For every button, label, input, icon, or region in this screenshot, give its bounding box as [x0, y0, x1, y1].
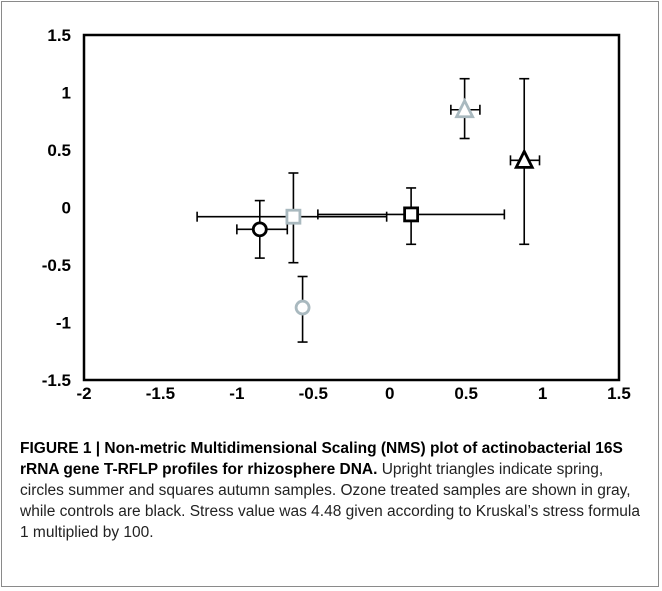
- x-tick-label: 0: [385, 384, 394, 403]
- x-tick-label: -1.5: [146, 384, 175, 403]
- y-tick-label: -1.5: [42, 371, 71, 390]
- triangle-marker-spring-control: [513, 148, 535, 169]
- y-tick-label: -0.5: [42, 256, 71, 275]
- plot-area-frame: [82, 33, 621, 382]
- square-marker-autumn-control: [403, 206, 420, 223]
- figure-caption: FIGURE 1 | Non-metric Multidimensional S…: [20, 438, 640, 543]
- x-tick-label: 1: [538, 384, 547, 403]
- y-tick-label: 1: [62, 84, 71, 103]
- data-markers: [251, 97, 535, 316]
- caption-title: FIGURE 1 | Non-metric Multidimensional S…: [20, 440, 623, 478]
- square-marker-autumn-ozone: [285, 208, 302, 225]
- y-tick-label: -1: [56, 314, 71, 333]
- x-tick-label: -0.5: [299, 384, 328, 403]
- x-tick-label: 1.5: [607, 384, 631, 403]
- y-tick-label: 1.5: [47, 26, 71, 45]
- y-tick-label: 0: [62, 199, 71, 218]
- caption-body: Upright triangles indicate spring, circl…: [20, 461, 640, 541]
- triangle-marker-spring-ozone: [454, 97, 475, 119]
- x-tick-label: -1: [229, 384, 244, 403]
- circle-marker-summer-ozone: [294, 299, 311, 316]
- x-tick-label: 0.5: [454, 384, 478, 403]
- nms-scatter-chart: -2 -1.5 -1 -0.5 0 0.5 1 1.5 1.5 1 0.5 0 -0.5 -1 -1.5: [42, 26, 631, 403]
- axis-tick-labels: -2 -1.5 -1 -0.5 0 0.5 1 1.5 1.5 1 0.5 0 -0.5 -1 -1.5: [42, 26, 631, 403]
- circle-marker-summer-control: [251, 221, 268, 238]
- y-tick-label: 0.5: [47, 141, 71, 160]
- error-bars: [196, 77, 541, 343]
- x-tick-label: -2: [76, 384, 91, 403]
